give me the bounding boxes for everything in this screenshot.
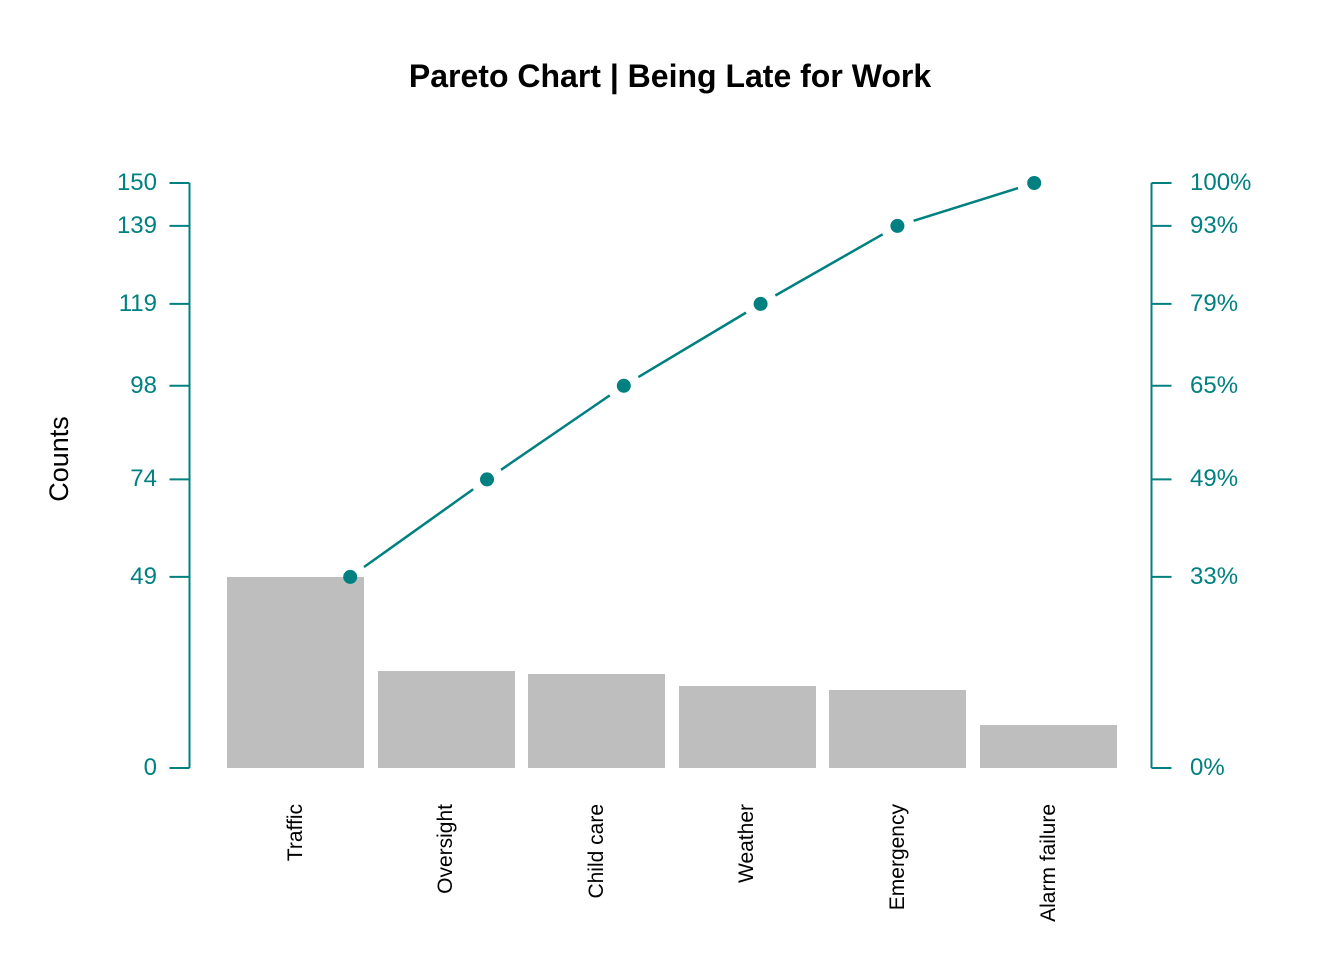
right-axis-tick-label: 33% — [1190, 562, 1239, 590]
cumulative-point — [890, 218, 905, 233]
bar-alarm-failure — [980, 725, 1117, 768]
x-category-label: Weather — [735, 804, 759, 883]
x-category-label: Child care — [584, 804, 608, 899]
bar-emergency — [829, 690, 967, 768]
left-axis-tick-label: 150 — [116, 169, 157, 196]
cumulative-line-segment — [637, 311, 747, 379]
cumulative-line-segment — [913, 186, 1019, 223]
cumulative-point — [753, 296, 768, 311]
right-axis-tick-label: 0% — [1190, 754, 1225, 781]
cumulative-point — [1027, 176, 1042, 190]
right-axis-tick-label: 49% — [1190, 465, 1239, 493]
cumulative-line-segment — [500, 394, 611, 471]
x-category-label: Oversight — [434, 804, 458, 894]
cumulative-point — [616, 378, 631, 393]
bar-oversight — [377, 670, 515, 768]
right-axis-tick-label: 79% — [1190, 289, 1239, 317]
right-axis-tick-label: 93% — [1190, 211, 1239, 239]
x-category-label: Alarm failure — [1036, 804, 1060, 922]
left-axis-tick-label: 49 — [130, 562, 157, 590]
cumulative-line-segment — [363, 488, 474, 569]
bar-weather — [678, 686, 816, 768]
right-axis-tick-label: 65% — [1190, 371, 1239, 399]
left-axis-tick-label: 119 — [118, 289, 157, 317]
x-category-label: Emergency — [885, 804, 909, 911]
left-axis-tick-label: 98 — [130, 371, 157, 399]
bar-child-care — [528, 674, 666, 768]
x-category-label: Traffic — [283, 804, 307, 862]
bar-traffic — [227, 576, 364, 768]
cumulative-line-segment — [774, 233, 884, 297]
right-axis-tick-label: 100% — [1190, 169, 1252, 196]
y-axis-title: Counts — [44, 416, 74, 502]
chart-title: Pareto Chart | Being Late for Work — [408, 58, 932, 94]
left-axis-tick-label: 74 — [130, 465, 157, 493]
left-axis-tick-label: 139 — [116, 211, 157, 239]
cumulative-point — [480, 472, 494, 487]
left-axis-tick-label: 0 — [143, 754, 157, 781]
